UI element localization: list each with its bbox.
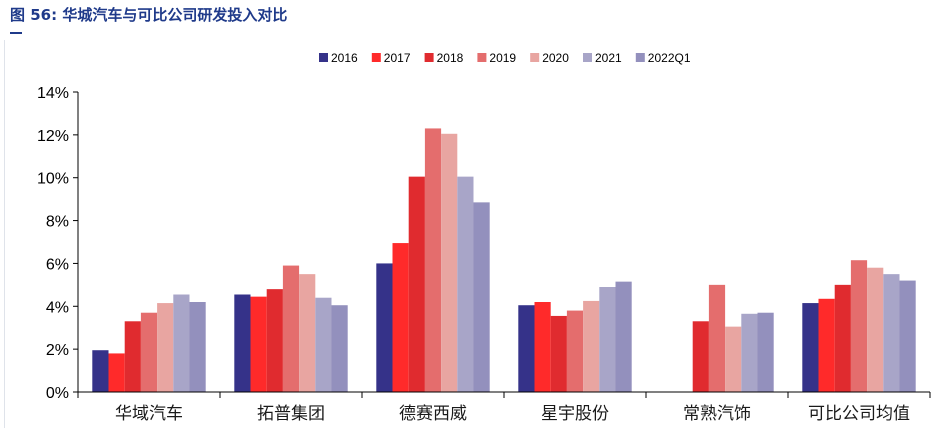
bar — [599, 287, 616, 392]
bar — [583, 300, 600, 392]
legend-swatch — [583, 53, 592, 62]
bar — [392, 243, 409, 392]
y-tick-label: 12% — [37, 128, 69, 145]
bar — [189, 302, 206, 392]
legend-swatch — [424, 53, 434, 62]
bar — [534, 302, 551, 392]
x-tick-label: 华域汽车 — [115, 404, 183, 424]
bar — [818, 298, 835, 392]
bar — [92, 350, 109, 392]
bar — [834, 284, 851, 392]
bar — [899, 280, 916, 392]
bar — [376, 263, 393, 392]
y-axis: 0% 2% 4% 6% 8% 10% 12% 14% — [37, 85, 79, 402]
bar — [299, 274, 316, 392]
chart-legend: 2016 2017 2018 2019 2020 2021 2022Q1 — [319, 51, 691, 65]
legend-label: 2021 — [595, 51, 622, 65]
legend-swatch — [371, 53, 381, 62]
bar — [424, 128, 442, 392]
x-tick-label: 星宇股份 — [541, 404, 609, 424]
bar — [725, 326, 742, 392]
y-tick-label: 6% — [46, 256, 69, 273]
x-tick-label: 可比公司均值 — [808, 404, 910, 424]
bar — [867, 267, 884, 392]
legend-swatch — [319, 53, 328, 62]
bar — [457, 176, 474, 392]
bar — [802, 303, 819, 392]
legend-swatch — [635, 53, 645, 62]
bar — [566, 310, 584, 392]
bar — [850, 260, 868, 392]
bar — [266, 289, 283, 392]
bar — [282, 265, 300, 392]
bar — [692, 321, 709, 392]
bar — [250, 296, 267, 392]
x-tick-label: 德赛西威 — [399, 403, 467, 424]
bar — [708, 284, 726, 392]
page-frame-line — [4, 40, 5, 428]
bar — [741, 313, 758, 392]
y-tick-label: 4% — [46, 299, 69, 316]
x-axis: 华域汽车 拓普集团 德赛西威 星宇股份 常熟汽饰 可比公司均值 — [77, 391, 931, 424]
bar — [408, 176, 425, 392]
bar — [883, 274, 900, 392]
bar — [473, 202, 490, 392]
y-tick-label: 0% — [46, 385, 69, 402]
bar — [757, 312, 774, 392]
legend-label: 2016 — [331, 51, 358, 65]
legend-label: 2017 — [384, 51, 411, 65]
figure-title: 图 56: 华城汽车与可比公司研发投入对比 — [10, 6, 288, 24]
legend-label: 2020 — [542, 51, 569, 65]
legend-swatch — [530, 53, 540, 62]
bar — [331, 305, 348, 392]
bar — [124, 321, 141, 392]
bar — [441, 133, 458, 393]
bar — [518, 305, 535, 392]
bar — [550, 315, 567, 392]
bar — [615, 281, 632, 392]
legend-label: 2019 — [489, 51, 516, 65]
title-underline — [10, 32, 22, 34]
y-tick-label: 10% — [37, 171, 69, 188]
bar — [108, 353, 125, 392]
y-tick-label: 2% — [46, 342, 69, 359]
bar — [315, 297, 332, 392]
bar — [140, 312, 158, 392]
x-tick-label: 拓普集团 — [257, 404, 325, 424]
x-tick-label: 常熟汽饰 — [683, 403, 751, 424]
y-tick-label: 14% — [37, 85, 69, 102]
legend-label: 2022Q1 — [648, 51, 691, 65]
bars — [92, 128, 916, 393]
bar — [157, 303, 174, 392]
legend-label: 2018 — [437, 51, 464, 65]
bar — [234, 294, 251, 392]
legend-swatch — [477, 53, 487, 62]
bar — [173, 294, 190, 392]
y-tick-label: 8% — [46, 214, 69, 231]
